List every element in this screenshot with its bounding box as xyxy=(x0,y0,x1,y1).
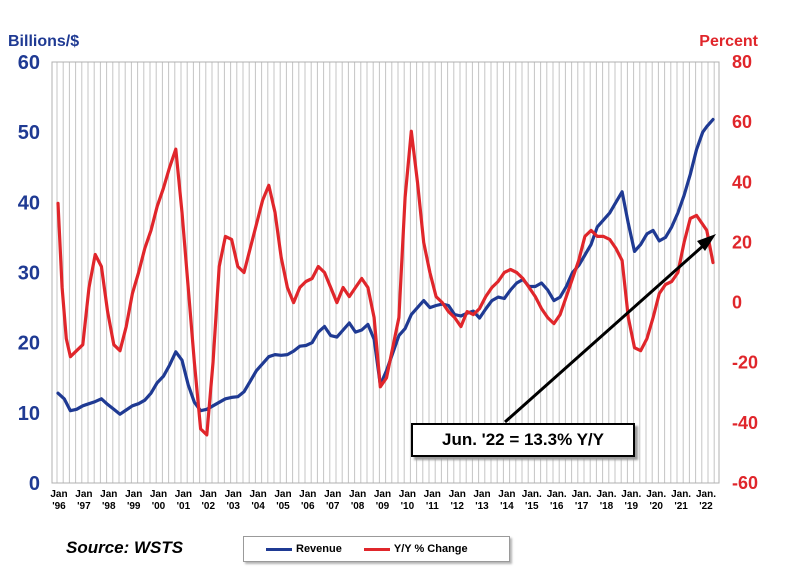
annotation-arrow xyxy=(504,234,716,424)
x-tick-label: '04 xyxy=(251,501,265,512)
x-tick-label: '09 xyxy=(376,501,390,512)
x-tick-label: Jan. xyxy=(596,489,616,500)
right-tick-label: -20 xyxy=(732,353,758,373)
source-note: Source: WSTS xyxy=(66,538,184,557)
right-axis-ticks: -60 -40 -20 0 20 40 60 80 xyxy=(732,52,758,493)
x-tick-label: '11 xyxy=(426,501,439,512)
right-axis-title: Percent xyxy=(699,33,758,50)
x-tick-label: Jan xyxy=(399,489,416,500)
x-tick-label: Jan xyxy=(150,489,167,500)
x-tick-label: '17 xyxy=(575,501,589,512)
x-tick-label: '99 xyxy=(127,501,141,512)
x-tick-label: '08 xyxy=(351,501,365,512)
grid xyxy=(56,62,715,483)
x-tick-label: Jan xyxy=(50,489,67,500)
x-tick-label: '03 xyxy=(226,501,240,512)
x-tick-label: '07 xyxy=(326,501,340,512)
left-axis-ticks: 0 10 20 30 40 50 60 xyxy=(18,52,40,495)
left-tick-label: 0 xyxy=(29,473,40,495)
right-tick-label: 60 xyxy=(732,112,752,132)
legend-swatch-revenue xyxy=(266,547,292,551)
annotation-callout: Jun. '22 = 13.3% Y/Y xyxy=(411,423,635,457)
x-tick-label: '01 xyxy=(177,501,191,512)
x-tick-label: Jan xyxy=(175,489,192,500)
right-tick-label: 80 xyxy=(732,52,752,72)
x-tick-label: Jan xyxy=(274,489,291,500)
x-tick-label: Jan xyxy=(225,489,242,500)
x-tick-label: Jan xyxy=(249,489,266,500)
legend-item-revenue: Revenue xyxy=(266,543,342,555)
x-tick-label: '06 xyxy=(301,501,315,512)
x-tick-label: '00 xyxy=(152,501,166,512)
left-tick-label: 40 xyxy=(18,192,40,214)
x-tick-label: Jan xyxy=(324,489,341,500)
x-tick-label: '20 xyxy=(649,501,663,512)
x-tick-label: Jan. xyxy=(522,489,542,500)
x-tick-label: '13 xyxy=(475,501,489,512)
x-tick-label: Jan. xyxy=(671,489,691,500)
x-tick-label: Jan xyxy=(349,489,366,500)
right-tick-label: -40 xyxy=(732,413,758,433)
x-tick-label: Jan xyxy=(75,489,92,500)
left-tick-label: 10 xyxy=(18,403,40,425)
x-tick-label: Jan xyxy=(374,489,391,500)
x-tick-label: '22 xyxy=(699,501,713,512)
left-axis-title: Billions/$ xyxy=(8,33,79,50)
x-axis-ticks: Jan'96Jan'97Jan'98Jan'99Jan'00Jan'01Jan'… xyxy=(50,489,716,512)
x-tick-label: '19 xyxy=(625,501,639,512)
x-tick-label: '02 xyxy=(202,501,216,512)
x-tick-label: Jan xyxy=(473,489,490,500)
plot-area xyxy=(51,61,720,484)
right-tick-label: 20 xyxy=(732,232,752,252)
x-tick-label: Jan. xyxy=(547,489,567,500)
left-tick-label: 60 xyxy=(18,52,40,74)
x-tick-label: '96 xyxy=(52,501,66,512)
x-tick-label: Jan xyxy=(100,489,117,500)
x-tick-label: Jan. xyxy=(646,489,666,500)
x-tick-label: Jan. xyxy=(696,489,716,500)
x-tick-label: Jan. xyxy=(572,489,592,500)
x-tick-label: '18 xyxy=(600,501,614,512)
legend: Revenue Y/Y % Change xyxy=(243,536,510,562)
x-tick-label: '12 xyxy=(450,501,464,512)
x-tick-label: Jan xyxy=(449,489,466,500)
right-tick-label: 0 xyxy=(732,293,742,313)
x-tick-label: Jan xyxy=(498,489,515,500)
x-tick-label: '16 xyxy=(550,501,564,512)
right-tick-label: 40 xyxy=(732,172,752,192)
x-tick-label: '21 xyxy=(674,501,688,512)
series-lines xyxy=(56,117,715,437)
x-tick-label: '97 xyxy=(77,501,91,512)
yoy-change-line xyxy=(56,129,715,437)
left-tick-label: 30 xyxy=(18,263,40,285)
legend-label-yoy: Y/Y % Change xyxy=(393,543,468,555)
x-tick-label: '14 xyxy=(500,501,514,512)
x-tick-label: Jan xyxy=(125,489,142,500)
legend-swatch-yoy xyxy=(363,547,390,551)
legend-item-yoy: Y/Y % Change xyxy=(363,543,468,555)
legend-label-revenue: Revenue xyxy=(296,543,342,555)
x-tick-label: Jan xyxy=(424,489,441,500)
x-tick-label: Jan. xyxy=(621,489,641,500)
x-tick-label: '15 xyxy=(525,501,539,512)
x-tick-label: Jan xyxy=(299,489,316,500)
x-tick-label: '98 xyxy=(102,501,116,512)
left-tick-label: 50 xyxy=(18,122,40,144)
x-tick-label: Jan xyxy=(200,489,217,500)
x-tick-label: '10 xyxy=(401,501,415,512)
right-tick-label: -60 xyxy=(732,473,758,493)
left-tick-label: 20 xyxy=(18,333,40,355)
x-tick-label: '05 xyxy=(276,501,290,512)
